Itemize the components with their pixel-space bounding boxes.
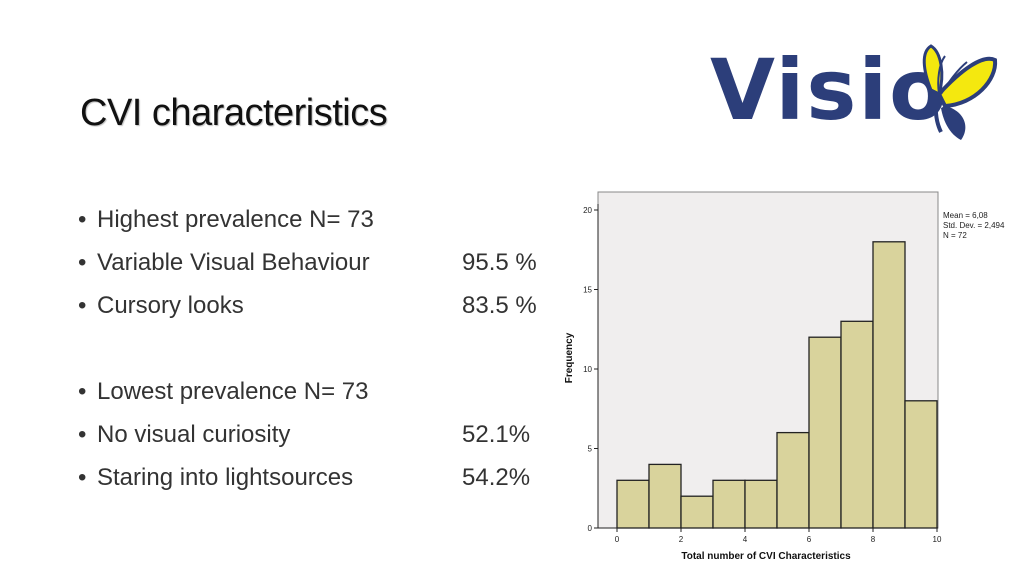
histogram-bar — [776, 431, 810, 529]
bullet-value: 95.5 % — [462, 249, 537, 276]
bullet-label: Variable Visual Behaviour — [97, 249, 370, 276]
butterfly-icon — [922, 44, 998, 140]
histogram-chart: 0 5 10 15 20 0 2 4 6 8 10 Frequency Mean = 6,08St… — [564, 191, 1005, 544]
bullet-label: No visual curiosity — [97, 421, 291, 448]
bullet-dot: • — [78, 378, 87, 405]
bullet-label: Staring into lightsources — [97, 464, 354, 491]
bullet-item: • Cursory looks 83.5 % — [78, 292, 558, 324]
bullet-value: 52.1% — [462, 421, 531, 448]
histogram-bar — [680, 495, 714, 529]
stats-label: Mean = 6,08 — [943, 211, 988, 220]
histogram-bar — [904, 400, 938, 529]
y-axis-label: Frequency — [564, 332, 575, 383]
bullet-dot: • — [78, 249, 87, 276]
stats-label: N = 72 — [943, 231, 967, 240]
bullet-item: • Highest prevalence N= 73 — [78, 206, 558, 238]
bullet-item: • No visual curiosity 52.1% — [78, 421, 558, 453]
bullet-item: • Variable Visual Behaviour 95.5 % — [78, 249, 558, 281]
histogram-bar — [872, 241, 906, 529]
y-tick-label: 10 — [583, 365, 592, 374]
visio-logo: Visio — [706, 40, 1006, 150]
bullet-value: 83.5 % — [462, 292, 537, 319]
bullet-dot: • — [78, 464, 87, 491]
stats-label: Std. Dev. = 2,494 — [943, 221, 1005, 230]
histogram-bar — [808, 336, 842, 529]
histogram-bar — [616, 479, 650, 529]
bullet-label: Cursory looks — [97, 292, 244, 319]
slide-title: CVI characteristics — [80, 92, 388, 134]
x-tick-label: 0 — [615, 535, 620, 544]
bullet-label: Highest prevalence N= 73 — [97, 206, 374, 233]
histogram-bar — [840, 320, 874, 529]
y-tick-label: 0 — [588, 524, 593, 533]
x-tick-label: 2 — [679, 535, 684, 544]
x-axis-label: Total number of CVI Characteristics — [681, 551, 851, 562]
y-tick-label: 15 — [583, 286, 592, 295]
bullet-item: • Lowest prevalence N= 73 — [78, 378, 558, 410]
x-tick-label: 10 — [933, 535, 942, 544]
histogram-bar — [648, 463, 682, 529]
bullet-dot: • — [78, 292, 87, 319]
bullet-value: 54.2% — [462, 464, 531, 491]
x-tick-label: 8 — [871, 535, 876, 544]
bullet-label: Lowest prevalence N= 73 — [97, 378, 369, 405]
bullet-dot: • — [78, 421, 87, 448]
logo-wordmark: Visio — [710, 41, 949, 139]
bullet-dot: • — [78, 206, 87, 233]
x-tick-label: 4 — [743, 535, 748, 544]
bullet-item: • Staring into lightsources 54.2% — [78, 464, 558, 496]
y-tick-label: 5 — [588, 445, 593, 454]
y-tick-label: 20 — [583, 206, 592, 215]
x-tick-label: 6 — [807, 535, 812, 544]
histogram-bar — [744, 479, 778, 529]
histogram-bar — [712, 479, 746, 529]
